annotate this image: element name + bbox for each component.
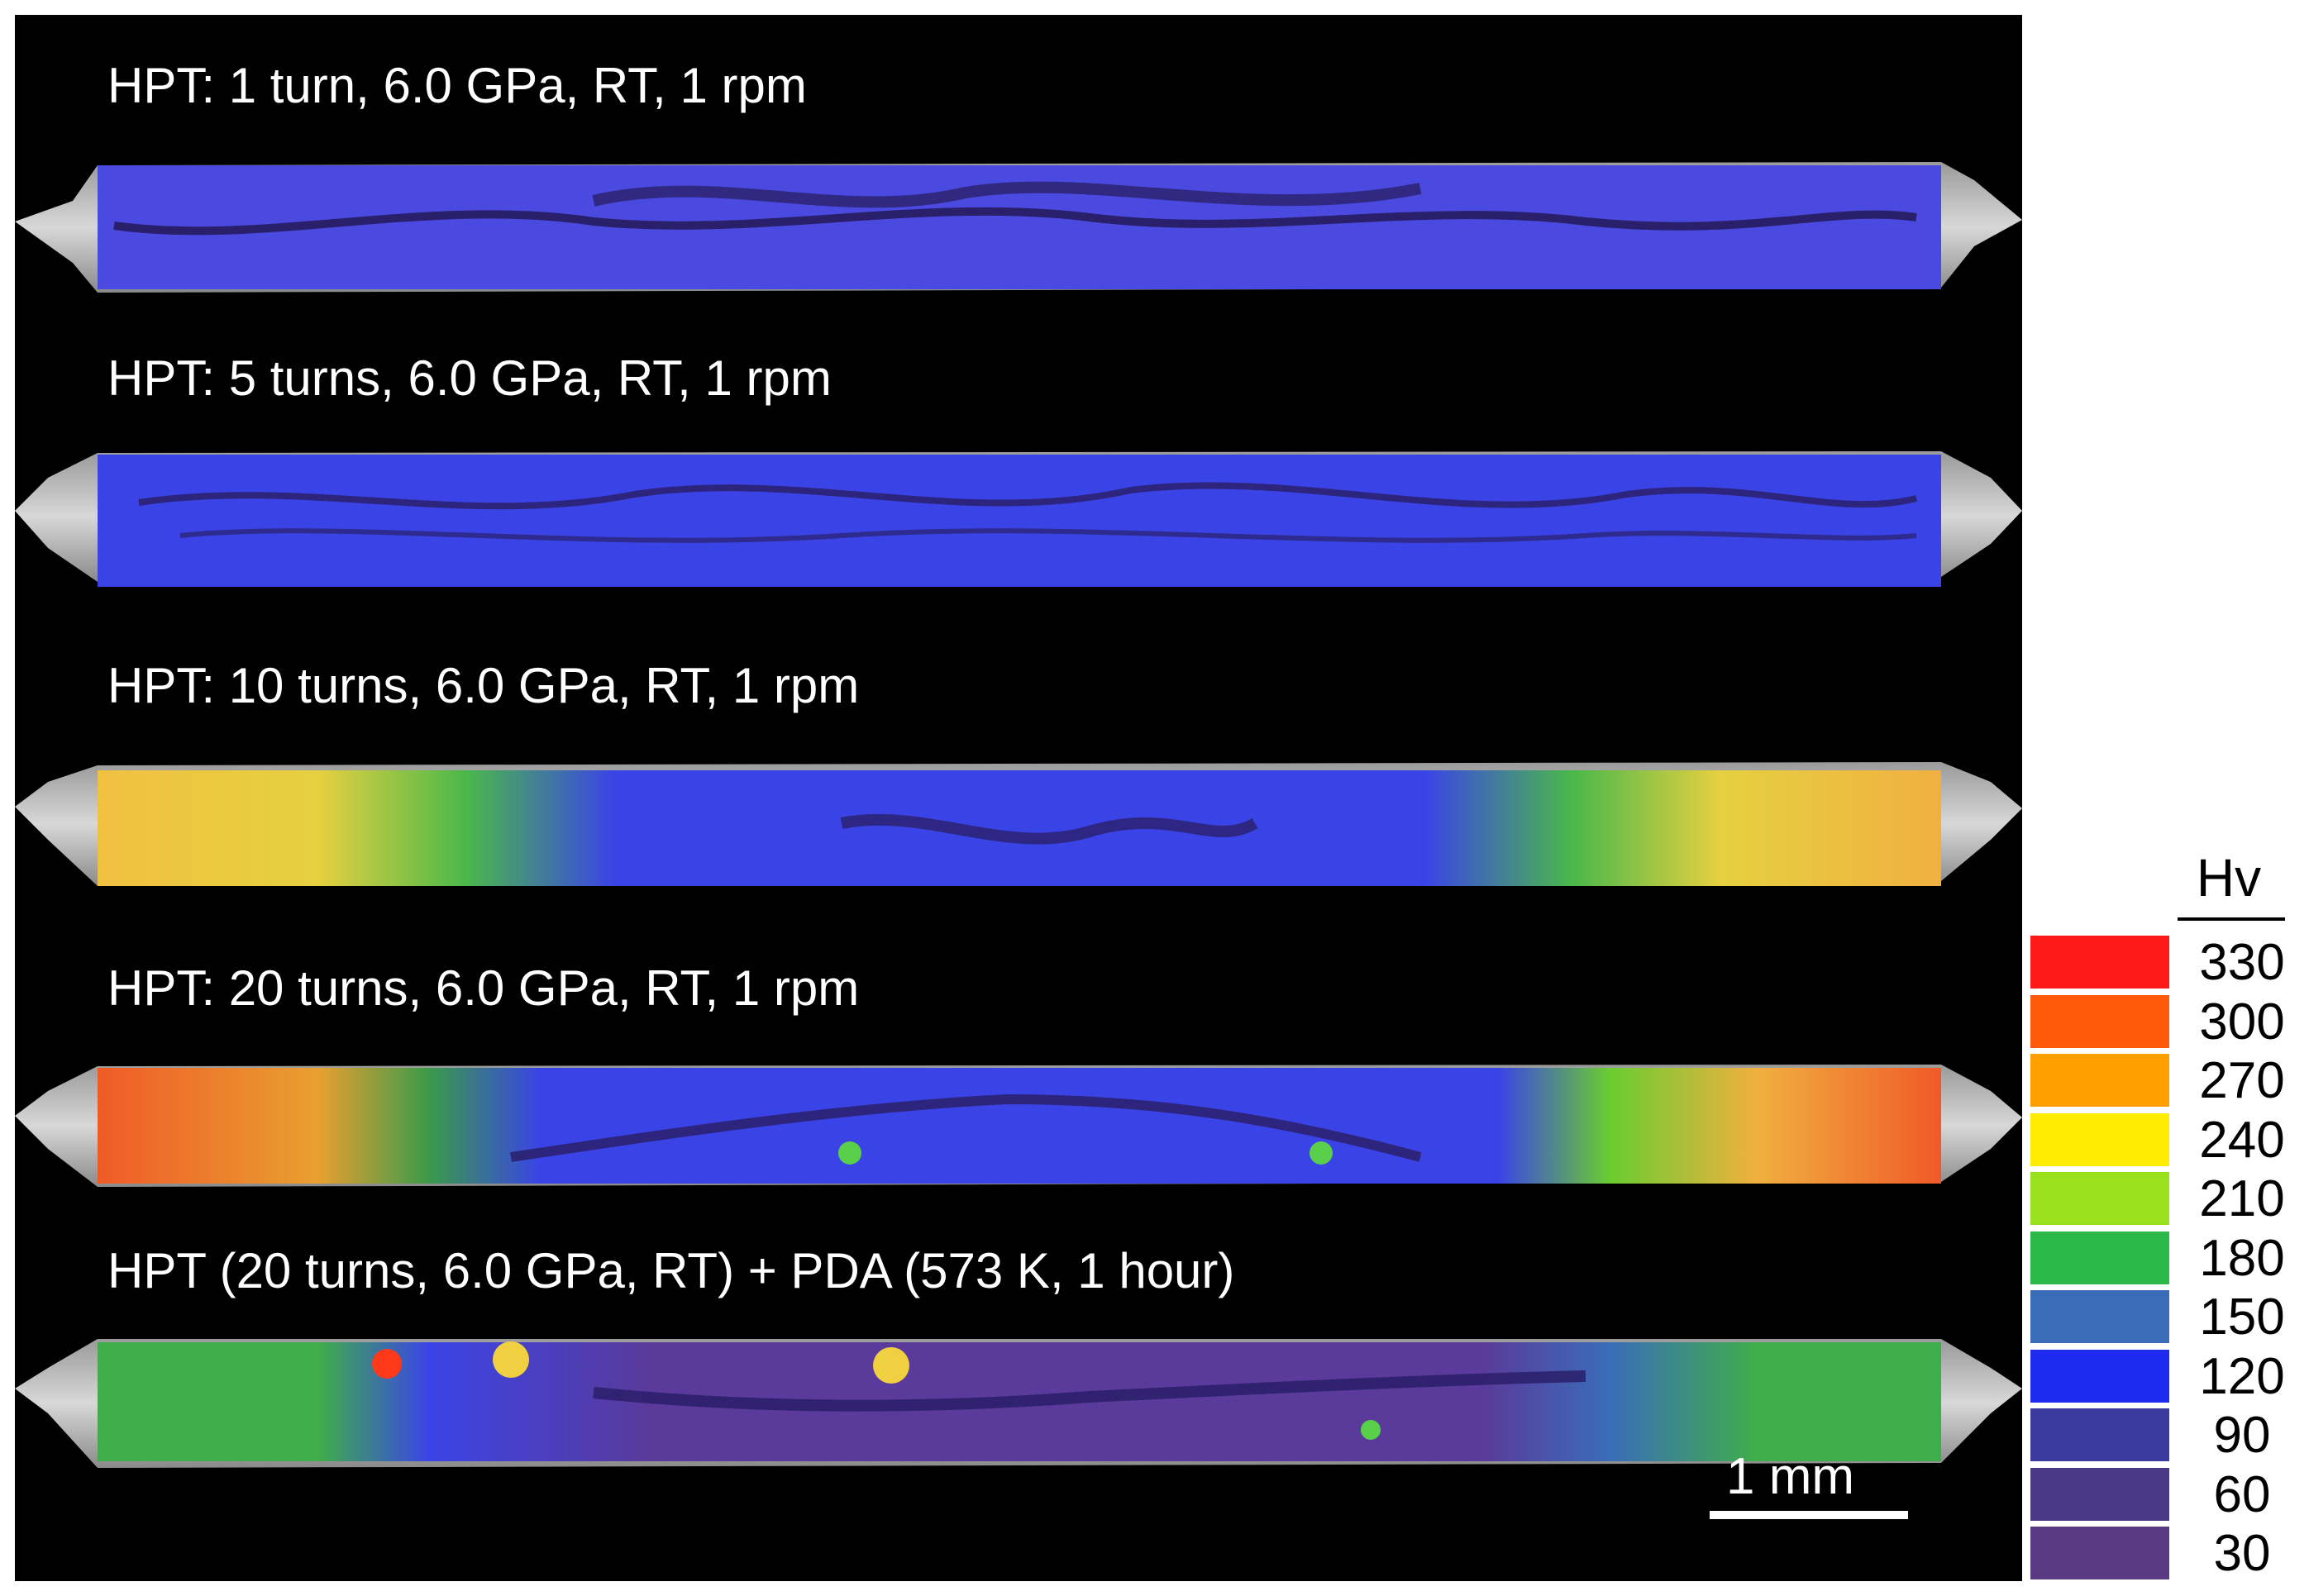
panel-5-sample xyxy=(15,1306,2022,1504)
panel-2-specimen-image xyxy=(15,451,2022,587)
legend-swatch-120 xyxy=(2030,1349,2169,1403)
panel-3-sample xyxy=(15,716,2022,914)
legend-value-330: 330 xyxy=(2199,934,2285,991)
scale-bar xyxy=(1710,1511,1908,1519)
panel-2-label: HPT: 5 turns, 6.0 GPa, RT, 1 rpm xyxy=(107,350,832,406)
legend-value-120: 120 xyxy=(2199,1347,2285,1405)
legend-swatch-90 xyxy=(2030,1408,2169,1461)
legend-swatch-270 xyxy=(2030,1054,2169,1107)
hardness-legend: Hv 330 300 270 240 210 180 150 120 90 60 30 xyxy=(2030,851,2295,1579)
legend-value-60: 60 xyxy=(2213,1465,2271,1523)
panel-5-specimen-image xyxy=(15,1339,2022,1468)
panel-4-sample xyxy=(15,1017,2022,1215)
legend-swatch-60 xyxy=(2030,1467,2169,1521)
panel-3-specimen-image xyxy=(15,762,2022,886)
legend-value-210: 210 xyxy=(2199,1170,2285,1227)
legend-value-30: 30 xyxy=(2213,1525,2271,1582)
legend-value-90: 90 xyxy=(2213,1407,2271,1464)
legend-swatch-330 xyxy=(2030,936,2169,989)
panel-1-sample xyxy=(15,122,2022,321)
hardness-map-figure: HPT: 1 turn, 6.0 GPa, RT, 1 rpm HPT: 5 t… xyxy=(15,15,2022,1581)
legend-title: Hv xyxy=(2196,848,2262,908)
legend-value-240: 240 xyxy=(2199,1111,2285,1169)
legend-swatch-300 xyxy=(2030,994,2169,1048)
panel-4-specimen-image xyxy=(15,1065,2022,1187)
legend-title-underline xyxy=(2178,917,2285,921)
panel-2-sample xyxy=(15,412,2022,610)
legend-swatch-30 xyxy=(2030,1527,2169,1579)
scale-bar-label: 1 mm xyxy=(1726,1448,1854,1505)
legend-swatch-150 xyxy=(2030,1290,2169,1343)
legend-swatch-240 xyxy=(2030,1112,2169,1166)
panel-4-label: HPT: 20 turns, 6.0 GPa, RT, 1 rpm xyxy=(107,960,860,1016)
panel-3-label: HPT: 10 turns, 6.0 GPa, RT, 1 rpm xyxy=(107,658,860,713)
legend-swatch-210 xyxy=(2030,1172,2169,1225)
legend-value-150: 150 xyxy=(2199,1289,2285,1346)
legend-value-180: 180 xyxy=(2199,1229,2285,1287)
panel-5-label: HPT (20 turns, 6.0 GPa, RT) + PDA (573 K… xyxy=(107,1243,1235,1298)
legend-value-270: 270 xyxy=(2199,1052,2285,1109)
legend-value-300: 300 xyxy=(2199,993,2285,1051)
panel-1-label: HPT: 1 turn, 6.0 GPa, RT, 1 rpm xyxy=(107,58,807,113)
legend-swatch-180 xyxy=(2030,1231,2169,1284)
panel-1-specimen-image xyxy=(15,162,2022,293)
